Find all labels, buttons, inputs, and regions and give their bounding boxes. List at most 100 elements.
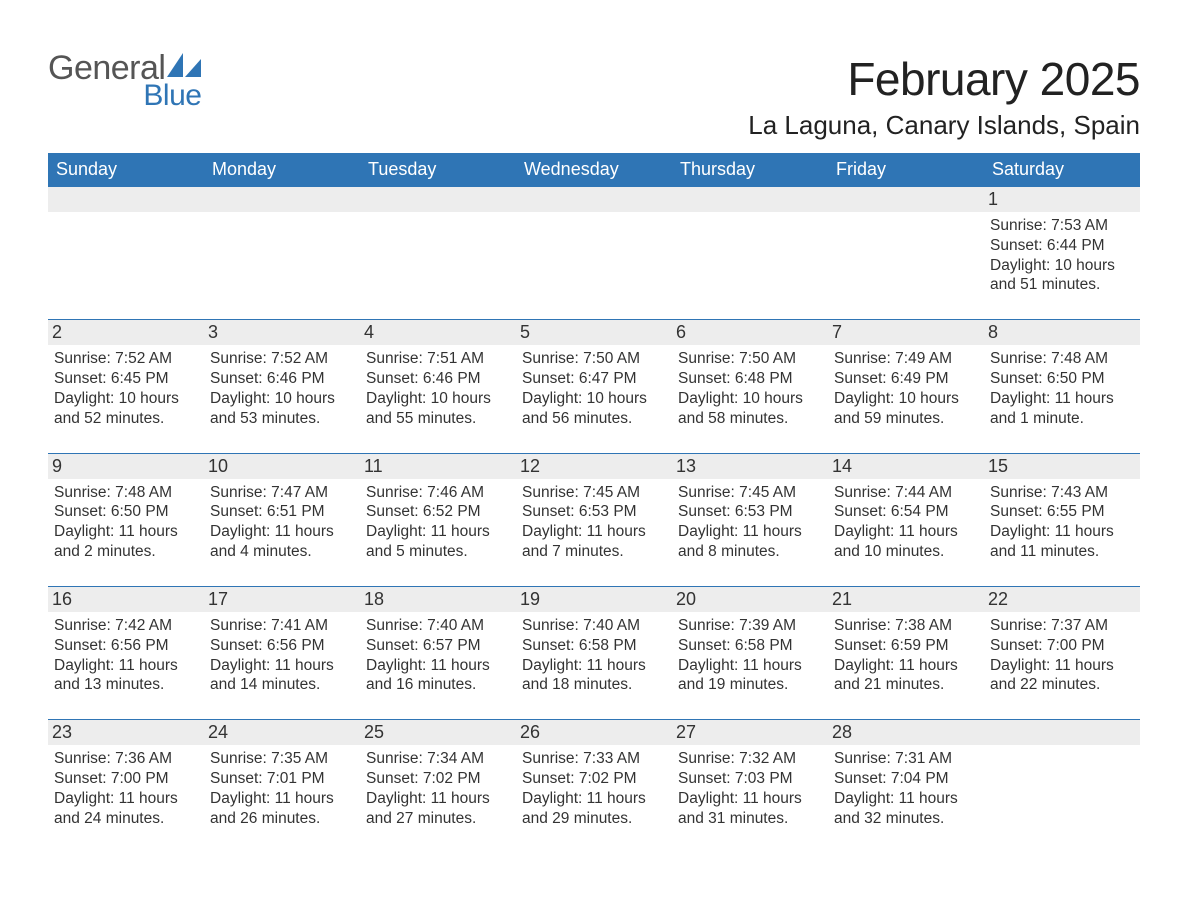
calendar-cell: 7Sunrise: 7:49 AMSunset: 6:49 PMDaylight… (828, 320, 984, 453)
day-sunrise: Sunrise: 7:43 AM (990, 483, 1134, 503)
day-number (672, 187, 828, 212)
day-number: 3 (204, 320, 360, 345)
calendar-cell: 6Sunrise: 7:50 AMSunset: 6:48 PMDaylight… (672, 320, 828, 453)
day-number: 6 (672, 320, 828, 345)
day-daylight1: Daylight: 10 hours (54, 389, 198, 409)
day-daylight2: and 7 minutes. (522, 542, 666, 562)
day-info: Sunrise: 7:52 AMSunset: 6:45 PMDaylight:… (54, 349, 198, 428)
calendar-cell: 9Sunrise: 7:48 AMSunset: 6:50 PMDaylight… (48, 453, 204, 586)
day-sunset: Sunset: 6:46 PM (210, 369, 354, 389)
day-daylight2: and 19 minutes. (678, 675, 822, 695)
calendar-cell (360, 187, 516, 320)
calendar-cell: 10Sunrise: 7:47 AMSunset: 6:51 PMDayligh… (204, 453, 360, 586)
day-daylight1: Daylight: 11 hours (366, 789, 510, 809)
day-daylight1: Daylight: 11 hours (366, 656, 510, 676)
day-daylight2: and 24 minutes. (54, 809, 198, 829)
day-daylight2: and 51 minutes. (990, 275, 1134, 295)
calendar-cell: 2Sunrise: 7:52 AMSunset: 6:45 PMDaylight… (48, 320, 204, 453)
day-daylight1: Daylight: 11 hours (366, 522, 510, 542)
day-number: 14 (828, 454, 984, 479)
weekday-header: Monday (204, 153, 360, 187)
logo-word-blue: Blue (143, 82, 201, 111)
calendar-week: 9Sunrise: 7:48 AMSunset: 6:50 PMDaylight… (48, 453, 1140, 586)
day-number: 27 (672, 720, 828, 745)
day-info: Sunrise: 7:40 AMSunset: 6:58 PMDaylight:… (522, 616, 666, 695)
day-daylight2: and 4 minutes. (210, 542, 354, 562)
day-daylight2: and 55 minutes. (366, 409, 510, 429)
day-number: 28 (828, 720, 984, 745)
day-sunrise: Sunrise: 7:31 AM (834, 749, 978, 769)
month-title: February 2025 (748, 52, 1140, 106)
day-sunset: Sunset: 6:53 PM (522, 502, 666, 522)
day-sunrise: Sunrise: 7:53 AM (990, 216, 1134, 236)
day-daylight2: and 52 minutes. (54, 409, 198, 429)
day-sunrise: Sunrise: 7:42 AM (54, 616, 198, 636)
day-info: Sunrise: 7:40 AMSunset: 6:57 PMDaylight:… (366, 616, 510, 695)
day-sunset: Sunset: 6:49 PM (834, 369, 978, 389)
logo: General Blue (48, 52, 201, 111)
day-sunrise: Sunrise: 7:45 AM (522, 483, 666, 503)
day-daylight1: Daylight: 10 hours (990, 256, 1134, 276)
day-sunset: Sunset: 7:03 PM (678, 769, 822, 789)
day-daylight1: Daylight: 11 hours (210, 522, 354, 542)
day-sunset: Sunset: 6:57 PM (366, 636, 510, 656)
day-sunrise: Sunrise: 7:52 AM (210, 349, 354, 369)
day-sunset: Sunset: 6:56 PM (210, 636, 354, 656)
day-number: 18 (360, 587, 516, 612)
day-info: Sunrise: 7:41 AMSunset: 6:56 PMDaylight:… (210, 616, 354, 695)
day-number (828, 187, 984, 212)
day-daylight1: Daylight: 11 hours (834, 656, 978, 676)
day-number (360, 187, 516, 212)
calendar-cell: 13Sunrise: 7:45 AMSunset: 6:53 PMDayligh… (672, 453, 828, 586)
weekday-header: Sunday (48, 153, 204, 187)
day-daylight1: Daylight: 11 hours (522, 789, 666, 809)
day-info: Sunrise: 7:37 AMSunset: 7:00 PMDaylight:… (990, 616, 1134, 695)
day-number: 19 (516, 587, 672, 612)
calendar-cell: 23Sunrise: 7:36 AMSunset: 7:00 PMDayligh… (48, 720, 204, 853)
day-sunset: Sunset: 6:58 PM (522, 636, 666, 656)
day-sunrise: Sunrise: 7:33 AM (522, 749, 666, 769)
calendar-table: SundayMondayTuesdayWednesdayThursdayFrid… (48, 153, 1140, 853)
day-sunrise: Sunrise: 7:39 AM (678, 616, 822, 636)
day-sunset: Sunset: 6:50 PM (990, 369, 1134, 389)
day-sunrise: Sunrise: 7:40 AM (366, 616, 510, 636)
calendar-cell: 26Sunrise: 7:33 AMSunset: 7:02 PMDayligh… (516, 720, 672, 853)
day-info: Sunrise: 7:33 AMSunset: 7:02 PMDaylight:… (522, 749, 666, 828)
day-info: Sunrise: 7:46 AMSunset: 6:52 PMDaylight:… (366, 483, 510, 562)
day-daylight2: and 13 minutes. (54, 675, 198, 695)
day-daylight2: and 5 minutes. (366, 542, 510, 562)
calendar-week: 1Sunrise: 7:53 AMSunset: 6:44 PMDaylight… (48, 187, 1140, 320)
day-info: Sunrise: 7:48 AMSunset: 6:50 PMDaylight:… (54, 483, 198, 562)
day-daylight1: Daylight: 10 hours (522, 389, 666, 409)
day-sunset: Sunset: 7:02 PM (522, 769, 666, 789)
day-sunset: Sunset: 6:51 PM (210, 502, 354, 522)
day-info: Sunrise: 7:38 AMSunset: 6:59 PMDaylight:… (834, 616, 978, 695)
day-daylight1: Daylight: 11 hours (990, 656, 1134, 676)
calendar-cell: 28Sunrise: 7:31 AMSunset: 7:04 PMDayligh… (828, 720, 984, 853)
day-daylight1: Daylight: 10 hours (366, 389, 510, 409)
day-info: Sunrise: 7:36 AMSunset: 7:00 PMDaylight:… (54, 749, 198, 828)
calendar-cell (48, 187, 204, 320)
day-daylight2: and 18 minutes. (522, 675, 666, 695)
day-sunset: Sunset: 6:48 PM (678, 369, 822, 389)
day-number: 25 (360, 720, 516, 745)
day-info: Sunrise: 7:49 AMSunset: 6:49 PMDaylight:… (834, 349, 978, 428)
calendar-cell (516, 187, 672, 320)
day-sunset: Sunset: 6:46 PM (366, 369, 510, 389)
day-sunrise: Sunrise: 7:47 AM (210, 483, 354, 503)
day-sunrise: Sunrise: 7:36 AM (54, 749, 198, 769)
weekday-header: Saturday (984, 153, 1140, 187)
day-sunset: Sunset: 6:44 PM (990, 236, 1134, 256)
day-daylight1: Daylight: 11 hours (210, 789, 354, 809)
day-daylight1: Daylight: 10 hours (678, 389, 822, 409)
calendar-week: 16Sunrise: 7:42 AMSunset: 6:56 PMDayligh… (48, 586, 1140, 719)
day-sunset: Sunset: 6:45 PM (54, 369, 198, 389)
calendar-cell: 11Sunrise: 7:46 AMSunset: 6:52 PMDayligh… (360, 453, 516, 586)
day-info: Sunrise: 7:42 AMSunset: 6:56 PMDaylight:… (54, 616, 198, 695)
calendar-cell (672, 187, 828, 320)
day-sunrise: Sunrise: 7:45 AM (678, 483, 822, 503)
day-sunrise: Sunrise: 7:48 AM (990, 349, 1134, 369)
day-info: Sunrise: 7:45 AMSunset: 6:53 PMDaylight:… (522, 483, 666, 562)
calendar-cell: 16Sunrise: 7:42 AMSunset: 6:56 PMDayligh… (48, 586, 204, 719)
calendar-week: 23Sunrise: 7:36 AMSunset: 7:00 PMDayligh… (48, 720, 1140, 853)
